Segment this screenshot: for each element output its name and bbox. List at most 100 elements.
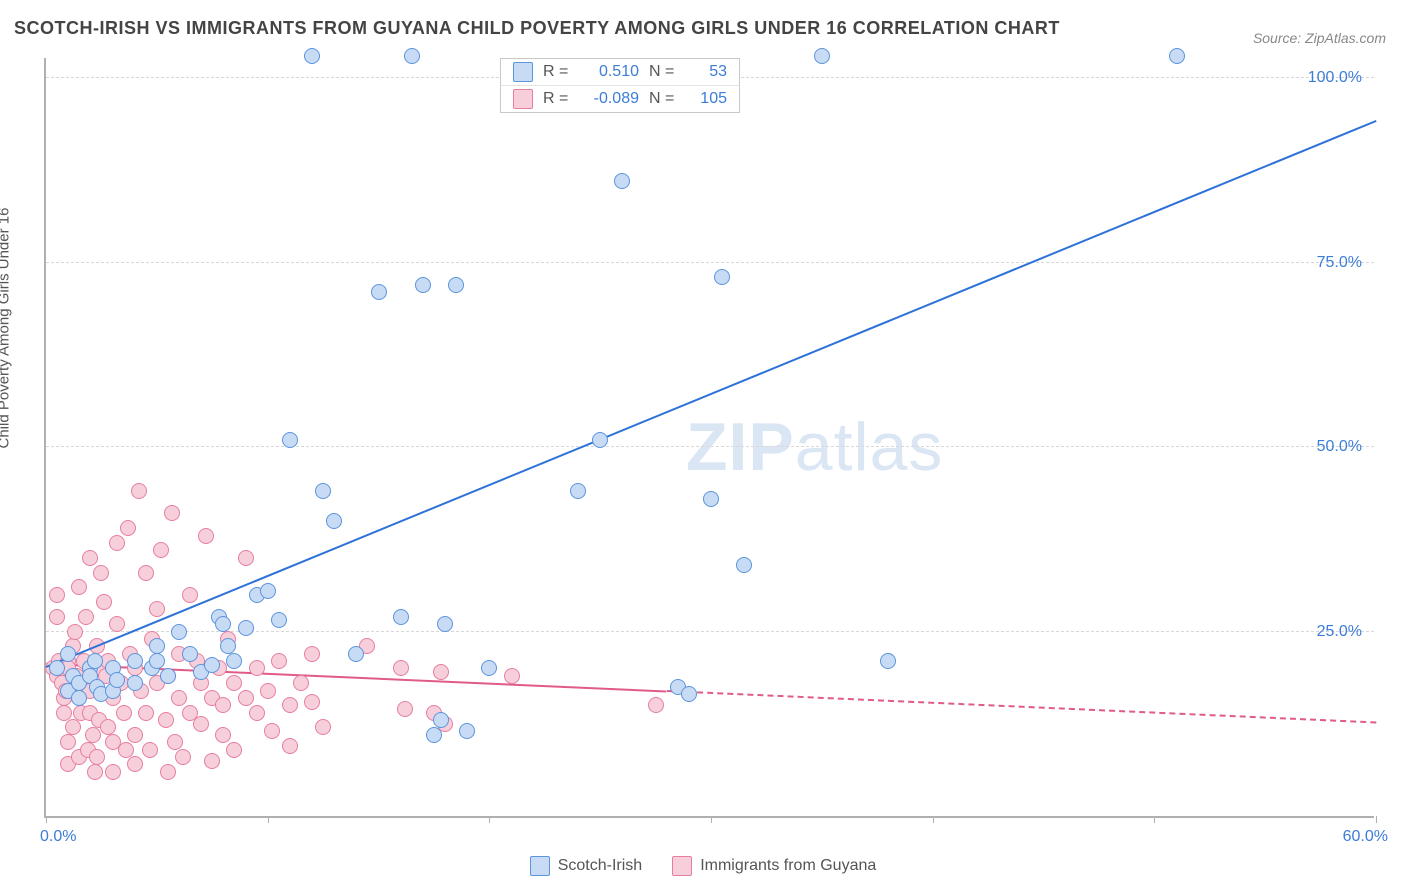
data-point: [226, 742, 242, 758]
r-value: 0.510: [581, 63, 639, 81]
data-point: [149, 638, 165, 654]
data-point: [459, 723, 475, 739]
data-point: [282, 697, 298, 713]
data-point: [282, 738, 298, 754]
data-point: [304, 694, 320, 710]
data-point: [160, 668, 176, 684]
x-tick: [1154, 816, 1155, 823]
data-point: [49, 660, 65, 676]
data-point: [49, 587, 65, 603]
data-point: [105, 764, 121, 780]
data-point: [87, 764, 103, 780]
legend-label: Immigrants from Guyana: [700, 857, 876, 875]
data-point: [109, 672, 125, 688]
legend-item: Scotch-Irish: [530, 856, 642, 876]
x-tick: [46, 816, 47, 823]
data-point: [814, 48, 830, 64]
chart-title: SCOTCH-IRISH VS IMMIGRANTS FROM GUYANA C…: [14, 18, 1060, 39]
plot-area: ZIPatlas 25.0%50.0%75.0%100.0%: [44, 58, 1374, 818]
r-label: R =: [543, 63, 571, 81]
legend-label: Scotch-Irish: [558, 857, 642, 875]
data-point: [397, 701, 413, 717]
data-point: [260, 583, 276, 599]
data-point: [182, 646, 198, 662]
trend-line: [46, 120, 1377, 668]
data-point: [315, 483, 331, 499]
y-tick-label: 50.0%: [1317, 438, 1362, 456]
data-point: [614, 173, 630, 189]
data-point: [282, 432, 298, 448]
data-point: [127, 727, 143, 743]
stats-legend: R =0.510N =53R =-0.089N =105: [500, 58, 740, 113]
data-point: [127, 675, 143, 691]
data-point: [271, 612, 287, 628]
data-point: [1169, 48, 1185, 64]
legend-swatch: [513, 89, 533, 109]
n-value: 53: [687, 63, 727, 81]
data-point: [393, 660, 409, 676]
data-point: [198, 528, 214, 544]
legend-swatch: [672, 856, 692, 876]
n-value: 105: [687, 90, 727, 108]
data-point: [109, 616, 125, 632]
data-point: [67, 624, 83, 640]
data-point: [481, 660, 497, 676]
data-point: [138, 705, 154, 721]
data-point: [681, 686, 697, 702]
data-point: [433, 712, 449, 728]
data-point: [56, 705, 72, 721]
data-point: [167, 734, 183, 750]
data-point: [249, 705, 265, 721]
source-attribution: Source: ZipAtlas.com: [1253, 30, 1386, 46]
data-point: [880, 653, 896, 669]
data-point: [82, 550, 98, 566]
r-label: R =: [543, 90, 571, 108]
data-point: [175, 749, 191, 765]
data-point: [138, 565, 154, 581]
data-point: [371, 284, 387, 300]
data-point: [271, 653, 287, 669]
data-point: [193, 716, 209, 732]
data-point: [293, 675, 309, 691]
x-tick: [711, 816, 712, 823]
y-tick-label: 75.0%: [1317, 254, 1362, 272]
y-tick-label: 100.0%: [1308, 69, 1362, 87]
n-label: N =: [649, 63, 677, 81]
data-point: [304, 646, 320, 662]
data-point: [96, 594, 112, 610]
data-point: [93, 565, 109, 581]
data-point: [100, 719, 116, 735]
stats-legend-row: R =-0.089N =105: [501, 85, 739, 112]
data-point: [127, 653, 143, 669]
data-point: [315, 719, 331, 735]
data-point: [153, 542, 169, 558]
data-point: [204, 657, 220, 673]
r-value: -0.089: [581, 90, 639, 108]
data-point: [71, 579, 87, 595]
stats-legend-row: R = 0.510 N = 53: [501, 59, 739, 85]
data-point: [160, 764, 176, 780]
trend-line: [667, 690, 1376, 723]
data-point: [415, 277, 431, 293]
data-point: [215, 616, 231, 632]
data-point: [433, 664, 449, 680]
data-point: [171, 624, 187, 640]
data-point: [60, 646, 76, 662]
data-point: [393, 609, 409, 625]
data-point: [142, 742, 158, 758]
gridline: [46, 446, 1374, 447]
data-point: [78, 609, 94, 625]
data-point: [131, 483, 147, 499]
data-point: [260, 683, 276, 699]
data-point: [85, 727, 101, 743]
data-point: [158, 712, 174, 728]
data-point: [118, 742, 134, 758]
data-point: [714, 269, 730, 285]
data-point: [426, 727, 442, 743]
data-point: [215, 697, 231, 713]
data-point: [648, 697, 664, 713]
data-point: [182, 587, 198, 603]
y-tick-label: 25.0%: [1317, 623, 1362, 641]
data-point: [171, 690, 187, 706]
data-point: [215, 727, 231, 743]
